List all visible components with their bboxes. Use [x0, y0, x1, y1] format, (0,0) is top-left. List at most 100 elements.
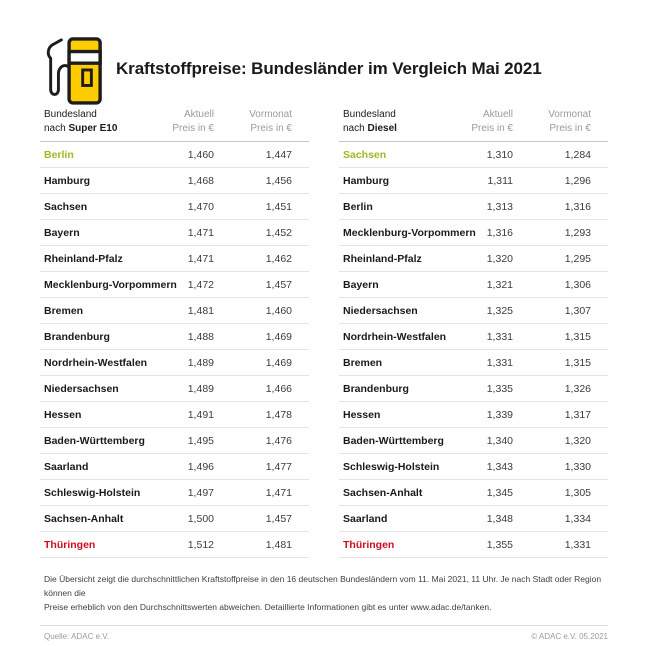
- state-name: Schleswig-Holstein: [44, 486, 141, 499]
- previous-price: 1,457: [265, 278, 292, 291]
- state-name: Hamburg: [343, 174, 390, 187]
- table-row: Bayern 1,471 1,452: [40, 220, 309, 246]
- table-row: Baden-Württemberg 1,340 1,320: [339, 428, 608, 454]
- column-header-bundesland: Bundesland nach Diesel: [343, 108, 458, 136]
- table-header-super-e10: Bundesland nach Super E10 Aktuell Preis …: [40, 108, 309, 142]
- state-name: Sachsen-Anhalt: [343, 486, 423, 499]
- current-price: 1,512: [187, 538, 214, 551]
- table-row: Baden-Württemberg 1,495 1,476: [40, 428, 309, 454]
- table-row: Mecklenburg-Vorpommern 1,472 1,457: [40, 272, 309, 298]
- disclaimer-text: Die Übersicht zeigt die durchschnittlich…: [40, 572, 608, 614]
- previous-price: 1,477: [265, 460, 292, 473]
- current-price: 1,471: [187, 226, 214, 239]
- state-name: Nordrhein-Westfalen: [343, 330, 447, 343]
- current-price: 1,489: [187, 356, 214, 369]
- previous-price: 1,451: [265, 200, 292, 213]
- fuel-type-label: Super E10: [68, 123, 118, 134]
- nach-label: nach: [343, 123, 368, 134]
- current-price: 1,313: [486, 200, 513, 213]
- previous-price: 1,456: [265, 174, 292, 187]
- previous-price: 1,320: [564, 434, 591, 447]
- footer-meta: Quelle: ADAC e.V. © ADAC e.V. 05.2021: [40, 632, 608, 641]
- current-price: 1,468: [187, 174, 214, 187]
- state-name: Sachsen: [343, 148, 387, 161]
- previous-price: 1,471: [265, 486, 292, 499]
- current-price: 1,491: [187, 408, 214, 421]
- table-row: Sachsen 1,310 1,284: [339, 142, 608, 168]
- state-name: Thüringen: [44, 538, 96, 551]
- previous-price: 1,452: [265, 226, 292, 239]
- current-price: 1,500: [187, 512, 214, 525]
- current-price: 1,471: [187, 252, 214, 265]
- table-row: Sachsen 1,470 1,451: [40, 194, 309, 220]
- disclaimer-line-1: Die Übersicht zeigt die durchschnittlich…: [44, 574, 602, 599]
- nach-label: nach: [44, 123, 69, 134]
- previous-price: 1,469: [265, 330, 292, 343]
- table-row: Thüringen 1,355 1,331: [339, 532, 608, 558]
- column-header-vormonat: Vormonat Preis in €: [249, 109, 292, 134]
- current-price: 1,331: [486, 356, 513, 369]
- current-price: 1,335: [486, 382, 513, 395]
- current-price: 1,339: [486, 408, 513, 421]
- column-header-line1: Bundesland: [44, 109, 97, 120]
- table-row: Niedersachsen 1,489 1,466: [40, 376, 309, 402]
- table-header-diesel: Bundesland nach Diesel Aktuell Preis in …: [339, 108, 608, 142]
- previous-price: 1,315: [564, 330, 591, 343]
- table-row: Saarland 1,348 1,334: [339, 506, 608, 532]
- table-row: Schleswig-Holstein 1,343 1,330: [339, 454, 608, 480]
- state-name: Berlin: [343, 200, 373, 213]
- previous-price: 1,306: [564, 278, 591, 291]
- current-price: 1,345: [486, 486, 513, 499]
- footer-divider: [40, 625, 608, 627]
- previous-price: 1,326: [564, 382, 591, 395]
- previous-price: 1,334: [564, 512, 591, 525]
- current-price: 1,472: [187, 278, 214, 291]
- column-header-vormonat: Vormonat Preis in €: [548, 109, 591, 134]
- state-name: Berlin: [44, 148, 74, 161]
- table-row: Berlin 1,460 1,447: [40, 142, 309, 168]
- state-name: Thüringen: [343, 538, 395, 551]
- state-name: Mecklenburg-Vorpommern: [343, 226, 476, 239]
- state-name: Bremen: [343, 356, 383, 369]
- previous-price: 1,316: [564, 200, 591, 213]
- state-name: Hessen: [44, 408, 82, 421]
- state-name: Brandenburg: [44, 330, 110, 343]
- state-name: Niedersachsen: [44, 382, 119, 395]
- state-name: Baden-Württemberg: [343, 434, 444, 447]
- table-row: Sachsen-Anhalt 1,345 1,305: [339, 480, 608, 506]
- table-row: Hamburg 1,468 1,456: [40, 168, 309, 194]
- fuel-type-label: Diesel: [367, 123, 397, 134]
- previous-price: 1,476: [265, 434, 292, 447]
- column-header-bundesland: Bundesland nach Super E10: [44, 108, 159, 136]
- column-header-aktuell: Aktuell Preis in €: [471, 109, 513, 134]
- previous-price: 1,315: [564, 356, 591, 369]
- previous-price: 1,330: [564, 460, 591, 473]
- current-price: 1,321: [486, 278, 513, 291]
- current-price: 1,340: [486, 434, 513, 447]
- current-price: 1,355: [486, 538, 513, 551]
- previous-price: 1,307: [564, 304, 591, 317]
- previous-price: 1,295: [564, 252, 591, 265]
- state-name: Rheinland-Pfalz: [44, 252, 123, 265]
- current-price: 1,325: [486, 304, 513, 317]
- state-name: Hamburg: [44, 174, 91, 187]
- state-name: Bayern: [44, 226, 80, 239]
- current-price: 1,331: [486, 330, 513, 343]
- state-name: Rheinland-Pfalz: [343, 252, 422, 265]
- column-header-line2: nach Diesel: [343, 122, 458, 136]
- table-row: Rheinland-Pfalz 1,320 1,295: [339, 246, 608, 272]
- previous-price: 1,481: [265, 538, 292, 551]
- state-name: Hessen: [343, 408, 381, 421]
- current-price: 1,481: [187, 304, 214, 317]
- previous-price: 1,462: [265, 252, 292, 265]
- table-row: Schleswig-Holstein 1,497 1,471: [40, 480, 309, 506]
- previous-price: 1,460: [265, 304, 292, 317]
- table-row: Nordrhein-Westfalen 1,331 1,315: [339, 324, 608, 350]
- table-row: Rheinland-Pfalz 1,471 1,462: [40, 246, 309, 272]
- previous-price: 1,317: [564, 408, 591, 421]
- state-name: Saarland: [44, 460, 89, 473]
- current-price: 1,316: [486, 226, 513, 239]
- previous-price: 1,305: [564, 486, 591, 499]
- table-rows-diesel: Sachsen 1,310 1,284 Hamburg 1,311 1,296 …: [339, 142, 608, 558]
- state-name: Nordrhein-Westfalen: [44, 356, 148, 369]
